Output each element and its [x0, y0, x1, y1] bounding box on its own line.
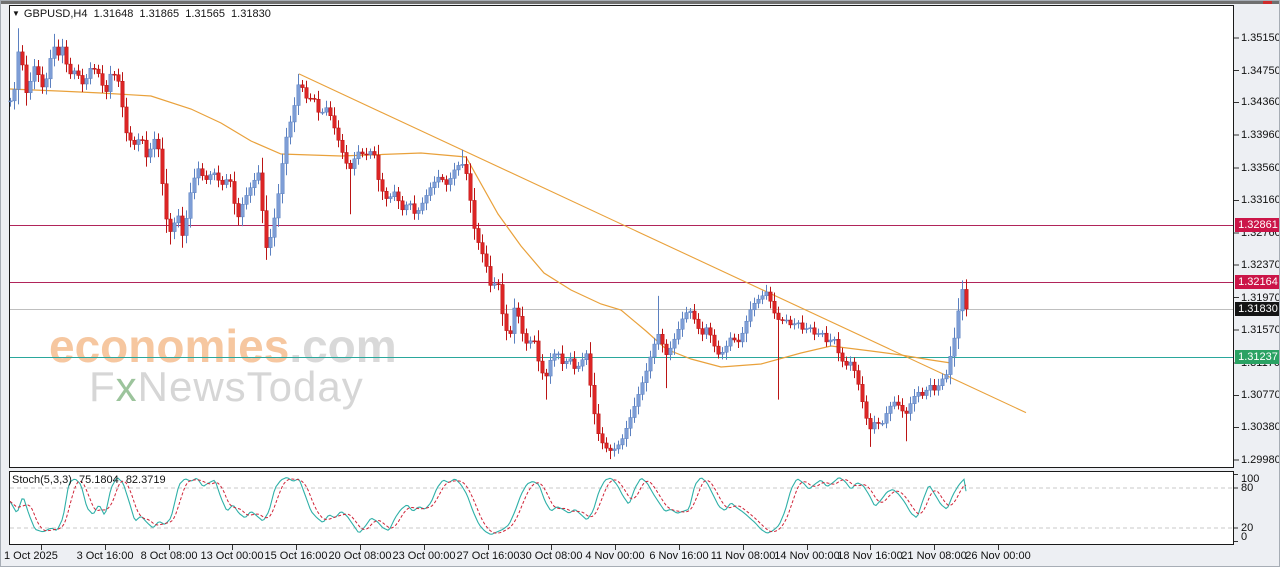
date-axis-label: 20 Oct 08:00: [328, 550, 392, 562]
watermark-x: x: [115, 363, 138, 410]
chart-ohlc-header: ▼ GBPUSD,H4 1.31648 1.31865 1.31565 1.318…: [12, 8, 274, 20]
watermark-f: F: [89, 363, 116, 410]
symbol-timeframe: GBPUSD,H4: [23, 8, 88, 20]
date-axis-label: 13 Oct 00:00: [200, 550, 264, 562]
price-badge-resistance-lower: 1.32164: [1235, 274, 1279, 289]
window-top-strip: [1, 1, 1279, 4]
price-axis-label: 1.30380: [1241, 421, 1280, 434]
stoch-scale-label: 0: [1241, 531, 1248, 543]
price-axis-label: 1.31970: [1241, 291, 1280, 304]
price-axis-label: 1.34360: [1241, 96, 1280, 109]
price-axis-label: 1.30770: [1241, 389, 1280, 402]
date-axis-label: 11 Nov 08:00: [710, 550, 776, 562]
date-axis-label: 26 Nov 00:00: [965, 550, 1031, 562]
price-axis-label: 1.35150: [1241, 32, 1280, 44]
price-axis-label: 1.33160: [1241, 194, 1280, 207]
stoch-k-value: 75.1804: [78, 474, 119, 486]
date-axis-label: 27 Oct 16:00: [456, 550, 520, 562]
watermark-fxnewstoday: FxNewsToday: [89, 363, 364, 411]
watermark-newstoday: NewsToday: [137, 363, 364, 410]
symbol-dropdown-icon[interactable]: ▼: [12, 9, 20, 18]
price-axis-label: 1.32370: [1241, 258, 1280, 271]
open-value: 1.31648: [93, 8, 134, 20]
scroll-position-marker: [1263, 1, 1272, 4]
price-axis-label: 1.33960: [1241, 129, 1280, 142]
stoch-indicator-label: Stoch(5,3,3) 75.1804 82.3719: [12, 474, 170, 486]
date-axis-label: 14 Nov 00:00: [774, 550, 840, 562]
date-axis-label: 1 Oct 2025: [4, 550, 58, 562]
date-axis-label: 21 Nov 08:00: [901, 550, 967, 562]
stochastic-pane[interactable]: [9, 471, 1234, 545]
stoch-d-value: 82.3719: [125, 474, 166, 486]
price-axis-label: 1.34750: [1241, 64, 1280, 77]
stoch-scale-label: 20: [1241, 521, 1254, 534]
date-axis-label: 18 Nov 16:00: [837, 550, 903, 562]
price-badge-support: 1.31237: [1235, 350, 1279, 365]
price-badge-resistance-upper: 1.32861: [1235, 217, 1279, 232]
date-axis-label: 4 Nov 00:00: [585, 550, 645, 562]
date-axis-label: 23 Oct 00:00: [392, 550, 456, 562]
date-axis-label: 15 Oct 16:00: [264, 550, 328, 562]
date-axis-label: 30 Oct 08:00: [519, 550, 583, 562]
low-value: 1.31565: [185, 8, 225, 20]
stoch-scale-label: 100: [1241, 473, 1260, 485]
price-axis-label: 1.33560: [1241, 161, 1280, 174]
price-axis-label: 1.31570: [1241, 324, 1280, 337]
stoch-name: Stoch(5,3,3): [12, 474, 72, 486]
high-value: 1.31865: [139, 8, 180, 20]
stoch-scale-label: 80: [1241, 481, 1254, 494]
date-axis-label: 3 Oct 16:00: [76, 550, 134, 562]
date-axis-label: 8 Oct 08:00: [140, 550, 198, 562]
close-value: 1.31830: [231, 8, 271, 20]
price-axis-label: 1.29980: [1241, 453, 1280, 466]
price-badge-current-price: 1.31830: [1235, 301, 1279, 316]
date-axis-label: 6 Nov 16:00: [649, 550, 709, 562]
